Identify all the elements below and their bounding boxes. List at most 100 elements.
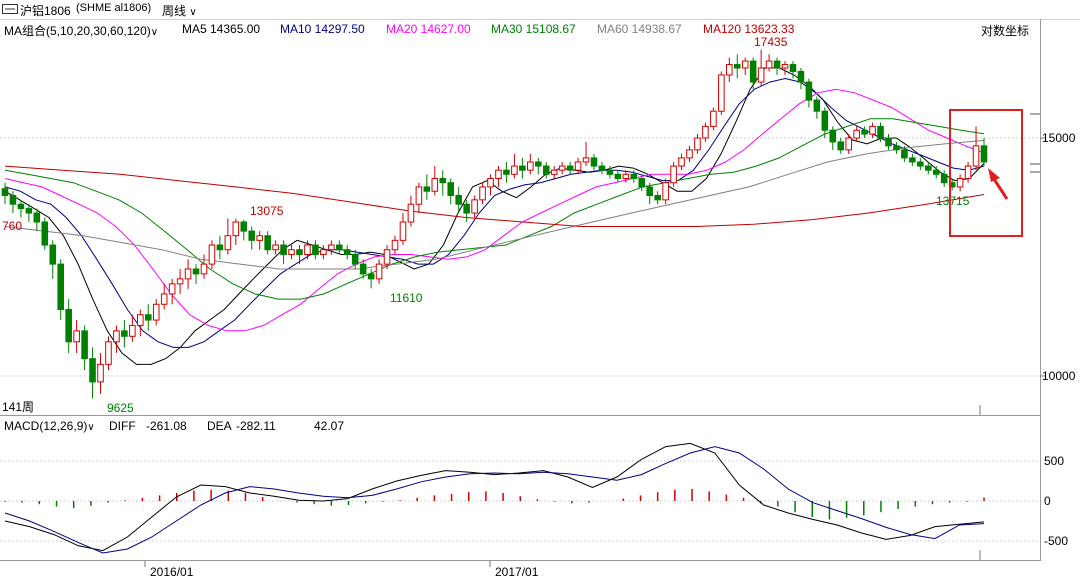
- candle-body: [49, 244, 57, 265]
- chevron-down-icon: ∨: [189, 7, 197, 18]
- candle-body: [33, 212, 41, 223]
- diff-label: DIFF: [109, 419, 136, 433]
- candle-body: [845, 137, 852, 151]
- gridlines: [0, 137, 1040, 542]
- candle-body: [638, 177, 646, 188]
- candle-body: [9, 195, 17, 205]
- dea-value: -282.11: [236, 419, 276, 433]
- left-partial-label: 760: [2, 219, 22, 233]
- candle-body: [733, 64, 741, 69]
- ma5-value: MA5 14365.00: [182, 22, 261, 36]
- ma-line-ma20: [4, 88, 985, 332]
- ma-line-ma30: [4, 118, 985, 300]
- candle-body: [614, 173, 622, 179]
- candle-body: [622, 173, 630, 179]
- candle-body: [519, 165, 526, 171]
- period-label: 周线: [162, 4, 187, 18]
- candle-body: [917, 161, 924, 167]
- candle-body: [288, 249, 295, 255]
- candle-body: [367, 273, 375, 280]
- stock-icon: [2, 4, 18, 14]
- log-scale-button[interactable]: 对数坐标: [981, 24, 1030, 38]
- candle-body: [527, 161, 534, 171]
- ma-line-ma120: [4, 165, 985, 227]
- candle-body: [455, 195, 462, 205]
- candle-body: [415, 186, 423, 205]
- candle-body: [566, 165, 574, 171]
- dea-label: DEA: [207, 419, 232, 433]
- candle-body: [749, 60, 757, 83]
- candle-body: [829, 129, 837, 143]
- candle-body: [336, 244, 343, 251]
- candle-body: [65, 308, 72, 343]
- bars-count-label: 141周: [2, 400, 34, 414]
- candle-body: [773, 60, 781, 69]
- price-annotation-low-2018: 13715: [936, 194, 970, 208]
- macd-value: 42.07: [314, 419, 345, 433]
- candle-body: [598, 165, 606, 171]
- macd-panel: [4, 442, 985, 554]
- candle-body: [41, 221, 49, 246]
- candle-body: [893, 145, 900, 151]
- red-arrow-icon: [988, 168, 1009, 200]
- axis-labels: 10000 15000 500 0 -500 2016/01 2017/01 141周: [2, 113, 1076, 579]
- chevron-down-icon: ∨: [150, 27, 159, 38]
- candle-body: [877, 125, 884, 139]
- candle-body: [757, 67, 765, 83]
- price-annotation-high-2017: 17435: [754, 35, 788, 49]
- candles: [1, 49, 988, 399]
- candle-body: [73, 330, 80, 343]
- candle-body: [208, 244, 216, 265]
- candle-body: [224, 235, 232, 251]
- candle-body: [662, 182, 669, 201]
- candle-body: [932, 169, 940, 175]
- candle-body: [312, 244, 319, 255]
- candle-body: [97, 363, 104, 383]
- candle-body: [81, 330, 88, 360]
- price-annotation-low-2017: 11610: [390, 291, 423, 305]
- macd-selector[interactable]: MACD(12,26,9)∨: [4, 419, 95, 433]
- candle-body: [192, 268, 200, 275]
- candle-body: [25, 208, 33, 214]
- candle-body: [121, 330, 128, 337]
- candle-body: [861, 129, 868, 135]
- candle-body: [646, 186, 653, 197]
- chevron-down-icon: ∨: [87, 422, 95, 433]
- candle-body: [296, 249, 303, 255]
- candle-body: [391, 239, 399, 251]
- candle-body: [176, 278, 184, 285]
- candle-body: [184, 268, 192, 280]
- candle-body: [423, 186, 431, 192]
- candle-body: [447, 182, 455, 197]
- candle-body: [495, 169, 502, 179]
- macd-dea-line: [4, 446, 985, 554]
- ma-group-selector[interactable]: MA组合(5,10,20,30,60,120)∨: [4, 22, 158, 39]
- candle-body: [606, 169, 614, 175]
- candle-body: [57, 263, 65, 310]
- ma30-value: MA30 15108.67: [491, 22, 576, 36]
- candle-body: [885, 137, 892, 147]
- candle-body: [853, 129, 860, 139]
- candle-body: [407, 203, 415, 223]
- candle-body: [343, 249, 351, 255]
- candle-body: [479, 186, 486, 201]
- candle-body: [781, 64, 789, 69]
- period-selector[interactable]: 周线 ∨: [162, 2, 197, 19]
- candle-body: [582, 157, 590, 163]
- candle-body: [399, 221, 407, 241]
- time-tick-label: 2016/01: [150, 565, 194, 579]
- candle-body: [105, 341, 112, 365]
- candle-body: [542, 165, 550, 175]
- symbol-name: 沪铝1806: [20, 4, 71, 18]
- candle-body: [710, 110, 717, 127]
- candle-body: [654, 195, 661, 201]
- candle-body: [383, 249, 391, 265]
- candle-body: [940, 173, 948, 184]
- candle-body: [789, 64, 797, 72]
- candle-body: [232, 221, 240, 237]
- ma60-value: MA60 14938.67: [597, 22, 682, 36]
- candle-body: [359, 263, 367, 275]
- diff-value: -261.08: [146, 419, 187, 433]
- candle-body: [694, 137, 701, 151]
